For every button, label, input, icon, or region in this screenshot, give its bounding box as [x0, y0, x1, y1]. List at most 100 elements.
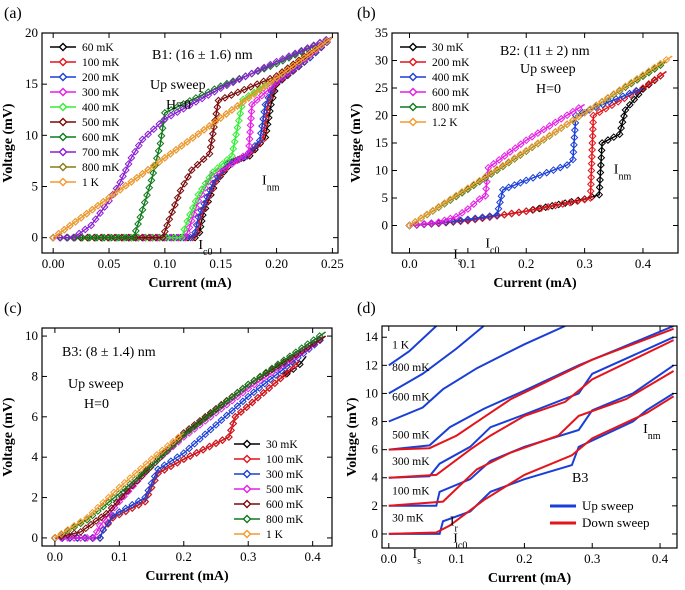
data-marker — [97, 513, 106, 522]
data-marker — [458, 208, 466, 217]
data-marker — [639, 84, 647, 92]
y-tick-label: 20 — [375, 108, 388, 123]
data-marker — [211, 116, 220, 125]
data-marker — [285, 52, 293, 61]
data-marker — [183, 137, 192, 146]
x-tick-label: 0.0 — [401, 256, 417, 271]
data-marker — [179, 429, 188, 437]
panel-label: (c) — [4, 300, 22, 317]
annotation: Ic0 — [198, 238, 212, 258]
data-marker — [309, 339, 318, 348]
data-marker — [254, 66, 262, 75]
data-marker — [191, 97, 200, 106]
data-marker — [217, 401, 226, 410]
data-marker — [587, 173, 596, 182]
y-tick-label: 8 — [372, 414, 379, 429]
data-marker — [618, 92, 627, 101]
data-marker — [212, 405, 220, 414]
data-marker — [76, 534, 85, 542]
data-marker — [456, 216, 465, 225]
data-marker — [644, 79, 653, 88]
data-marker — [211, 118, 220, 126]
data-marker — [588, 152, 596, 161]
data-marker — [196, 212, 205, 221]
data-marker — [73, 534, 82, 542]
y-tick-label: 12 — [365, 357, 378, 372]
data-marker — [99, 525, 108, 534]
data-marker — [322, 37, 331, 46]
y-tick-label: 8 — [32, 368, 39, 383]
data-marker — [88, 508, 97, 517]
data-marker — [246, 82, 255, 91]
series-line-0 — [388, 326, 437, 367]
data-marker — [126, 474, 134, 482]
data-marker — [570, 126, 579, 135]
data-marker — [563, 161, 572, 169]
data-marker — [166, 462, 175, 471]
data-marker — [185, 97, 194, 105]
legend-label: 200 mK — [432, 57, 470, 69]
data-marker — [213, 103, 222, 112]
chart-panel-3: 0.0 0.1 0.2 0.3 0.4 0 2 4 6 8 10 Current (mA) Voltag… — [1, 300, 333, 584]
data-marker — [63, 525, 72, 534]
data-marker — [216, 114, 225, 122]
y-tick-label: 20 — [25, 25, 38, 40]
data-marker — [497, 192, 506, 200]
data-marker — [428, 206, 437, 215]
data-marker — [656, 71, 665, 80]
series-line-8 — [388, 339, 675, 479]
data-marker — [250, 376, 259, 385]
legend-label: 30 mK — [432, 42, 464, 54]
legend-label: 1 K — [266, 529, 284, 541]
data-marker — [138, 205, 147, 214]
data-marker — [136, 213, 145, 222]
data-marker — [227, 106, 236, 114]
legend-marker — [242, 454, 252, 464]
y-tick-label: 0 — [372, 526, 379, 541]
y-tick-label: 2 — [372, 498, 379, 513]
data-marker — [199, 205, 208, 214]
data-marker — [134, 220, 142, 228]
data-marker — [498, 162, 507, 171]
data-marker — [229, 419, 238, 428]
data-marker — [185, 223, 194, 232]
data-marker — [119, 172, 127, 181]
y-axis-label: Voltage (mV) — [1, 397, 16, 477]
data-marker — [529, 173, 537, 182]
data-marker — [615, 86, 624, 94]
data-marker — [278, 68, 287, 76]
data-marker — [528, 132, 536, 141]
data-marker — [522, 146, 531, 155]
data-marker — [112, 498, 121, 507]
data-marker — [573, 197, 582, 206]
data-marker — [167, 111, 175, 120]
data-marker — [420, 219, 429, 228]
data-marker — [589, 111, 598, 120]
x-tick-label: 0.0 — [47, 549, 63, 564]
data-marker — [522, 136, 531, 145]
data-marker — [138, 233, 147, 242]
data-marker — [297, 344, 306, 353]
chart-subtitle: H=0 — [166, 98, 191, 113]
data-marker — [193, 160, 202, 169]
data-marker — [563, 111, 572, 120]
data-marker — [589, 118, 598, 127]
data-marker — [177, 141, 186, 150]
data-marker — [500, 152, 509, 160]
data-marker — [261, 82, 270, 90]
data-marker — [617, 124, 625, 133]
data-marker — [475, 176, 484, 185]
data-marker — [463, 205, 472, 213]
data-marker — [267, 100, 275, 109]
data-marker — [91, 215, 100, 224]
x-tick-label: 0.05 — [98, 256, 121, 271]
legend-label: 200 mK — [82, 72, 120, 84]
data-marker — [76, 517, 85, 526]
y-tick-label: 10 — [375, 163, 388, 178]
annotation: Ir — [450, 515, 459, 535]
data-marker — [228, 406, 237, 415]
data-marker — [255, 384, 264, 392]
data-marker — [300, 53, 309, 62]
data-marker — [223, 79, 231, 88]
data-marker — [110, 493, 118, 502]
